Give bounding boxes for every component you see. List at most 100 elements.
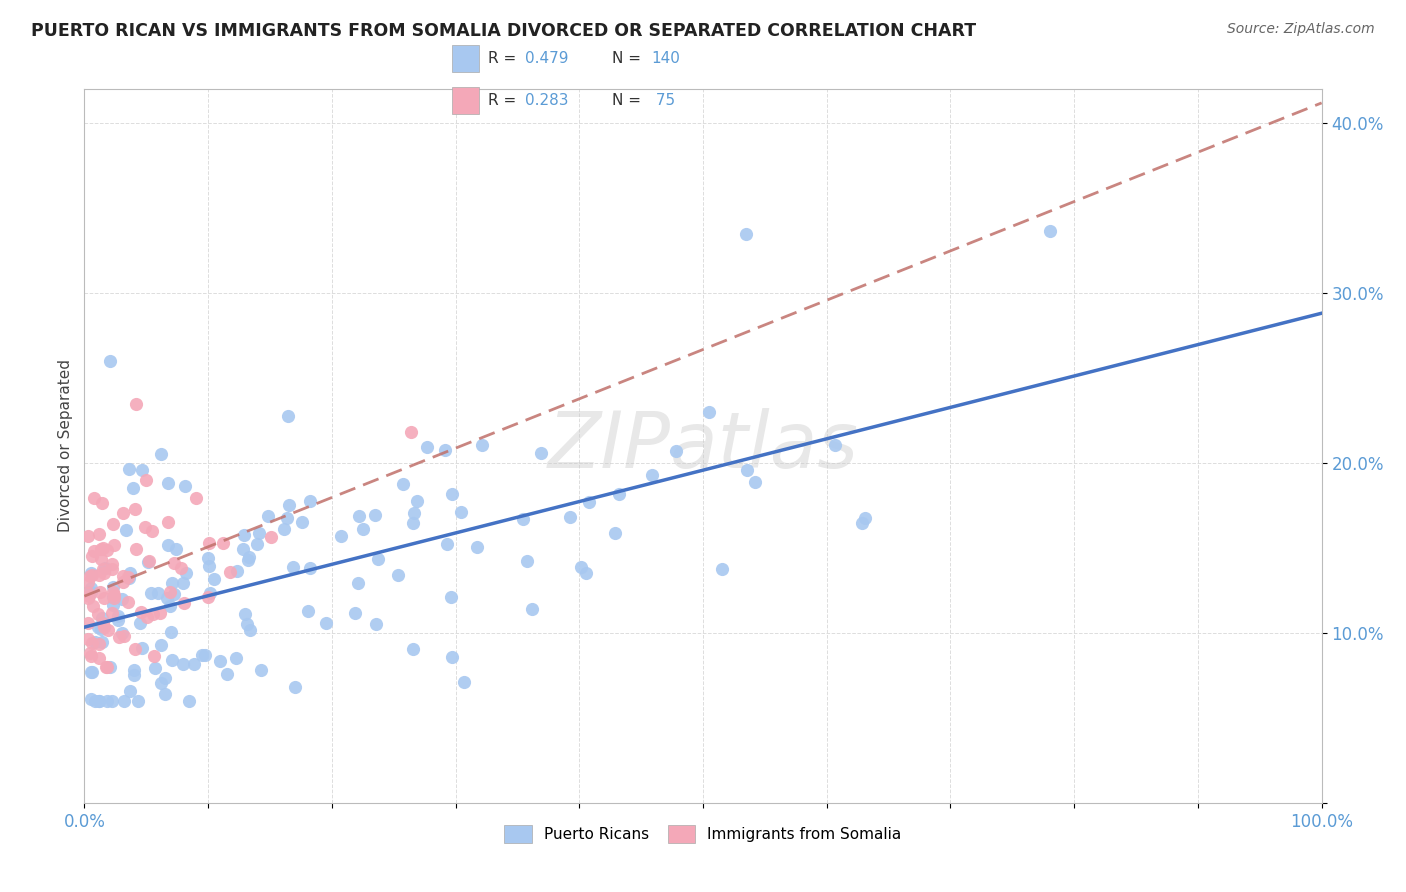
Point <box>522 601 544 615</box>
Text: 75: 75 <box>651 93 676 108</box>
Point <box>160 624 183 639</box>
Point <box>159 585 181 599</box>
Point <box>90 541 112 556</box>
Point <box>122 663 145 677</box>
Point <box>1039 223 1062 237</box>
Point <box>101 591 124 605</box>
Point <box>155 687 177 701</box>
Point <box>603 525 626 540</box>
Point <box>112 628 135 642</box>
Point <box>343 606 366 620</box>
Point <box>665 444 688 458</box>
Point <box>93 620 115 634</box>
Point <box>111 592 134 607</box>
Point <box>824 438 846 452</box>
Point <box>77 616 100 631</box>
Point <box>197 558 219 573</box>
Point <box>96 660 118 674</box>
Point <box>87 568 110 582</box>
Point <box>101 581 124 595</box>
Point <box>212 535 235 549</box>
Point <box>108 631 131 645</box>
Point <box>232 541 254 556</box>
Point <box>118 462 141 476</box>
Point <box>91 611 114 625</box>
Point <box>184 491 207 505</box>
Point <box>160 653 183 667</box>
Point <box>100 562 122 576</box>
Point <box>124 642 146 657</box>
Point <box>97 623 120 637</box>
Point <box>87 694 110 708</box>
FancyBboxPatch shape <box>451 45 479 72</box>
Point <box>131 605 153 619</box>
Point <box>93 566 115 580</box>
Point <box>236 617 259 632</box>
Point <box>77 591 100 605</box>
Point <box>744 475 766 490</box>
Point <box>512 511 534 525</box>
Point <box>163 557 186 571</box>
Point <box>441 649 464 664</box>
Text: 140: 140 <box>651 51 681 66</box>
Point <box>467 540 489 554</box>
Point <box>89 651 111 665</box>
Point <box>291 515 314 529</box>
Point <box>80 568 103 582</box>
Point <box>346 576 368 591</box>
Point <box>530 446 553 460</box>
Point <box>122 482 145 496</box>
Point <box>174 566 197 581</box>
Point <box>124 502 146 516</box>
Point <box>79 665 101 679</box>
Point <box>103 591 125 605</box>
Point <box>112 694 135 708</box>
Point <box>153 671 176 685</box>
Point <box>165 541 187 556</box>
Point <box>98 353 121 368</box>
Point <box>174 479 197 493</box>
Point <box>149 606 172 620</box>
Point <box>82 665 104 680</box>
Point <box>641 467 664 482</box>
Point <box>103 588 125 602</box>
Point <box>233 607 256 622</box>
Point <box>79 569 101 583</box>
Point <box>225 651 247 665</box>
Point <box>124 541 146 556</box>
Point <box>90 496 112 510</box>
Point <box>202 573 225 587</box>
Point <box>79 566 101 580</box>
Point <box>118 571 141 585</box>
Point <box>402 506 425 520</box>
Point <box>278 498 301 512</box>
Point <box>297 604 319 618</box>
Point <box>471 438 494 452</box>
Point <box>80 581 103 595</box>
Point <box>80 648 103 663</box>
Point <box>82 636 104 650</box>
Point <box>91 615 114 630</box>
Point <box>197 590 219 604</box>
Point <box>146 586 169 600</box>
Point <box>103 538 125 552</box>
Text: R =: R = <box>488 93 522 108</box>
Point <box>578 495 600 509</box>
Text: 0.283: 0.283 <box>524 93 568 108</box>
Point <box>131 641 153 656</box>
Point <box>172 576 194 591</box>
Point <box>198 536 221 550</box>
Point <box>402 516 425 531</box>
Point <box>249 663 271 677</box>
Point <box>115 523 138 537</box>
Point <box>98 659 121 673</box>
Point <box>399 425 422 439</box>
Point <box>516 554 538 568</box>
Text: 0.479: 0.479 <box>524 51 568 66</box>
Text: N =: N = <box>612 93 641 108</box>
Point <box>219 566 242 580</box>
Point <box>134 520 156 534</box>
Point <box>111 506 134 520</box>
Point <box>440 590 463 604</box>
Text: ZIPatlas: ZIPatlas <box>547 408 859 484</box>
